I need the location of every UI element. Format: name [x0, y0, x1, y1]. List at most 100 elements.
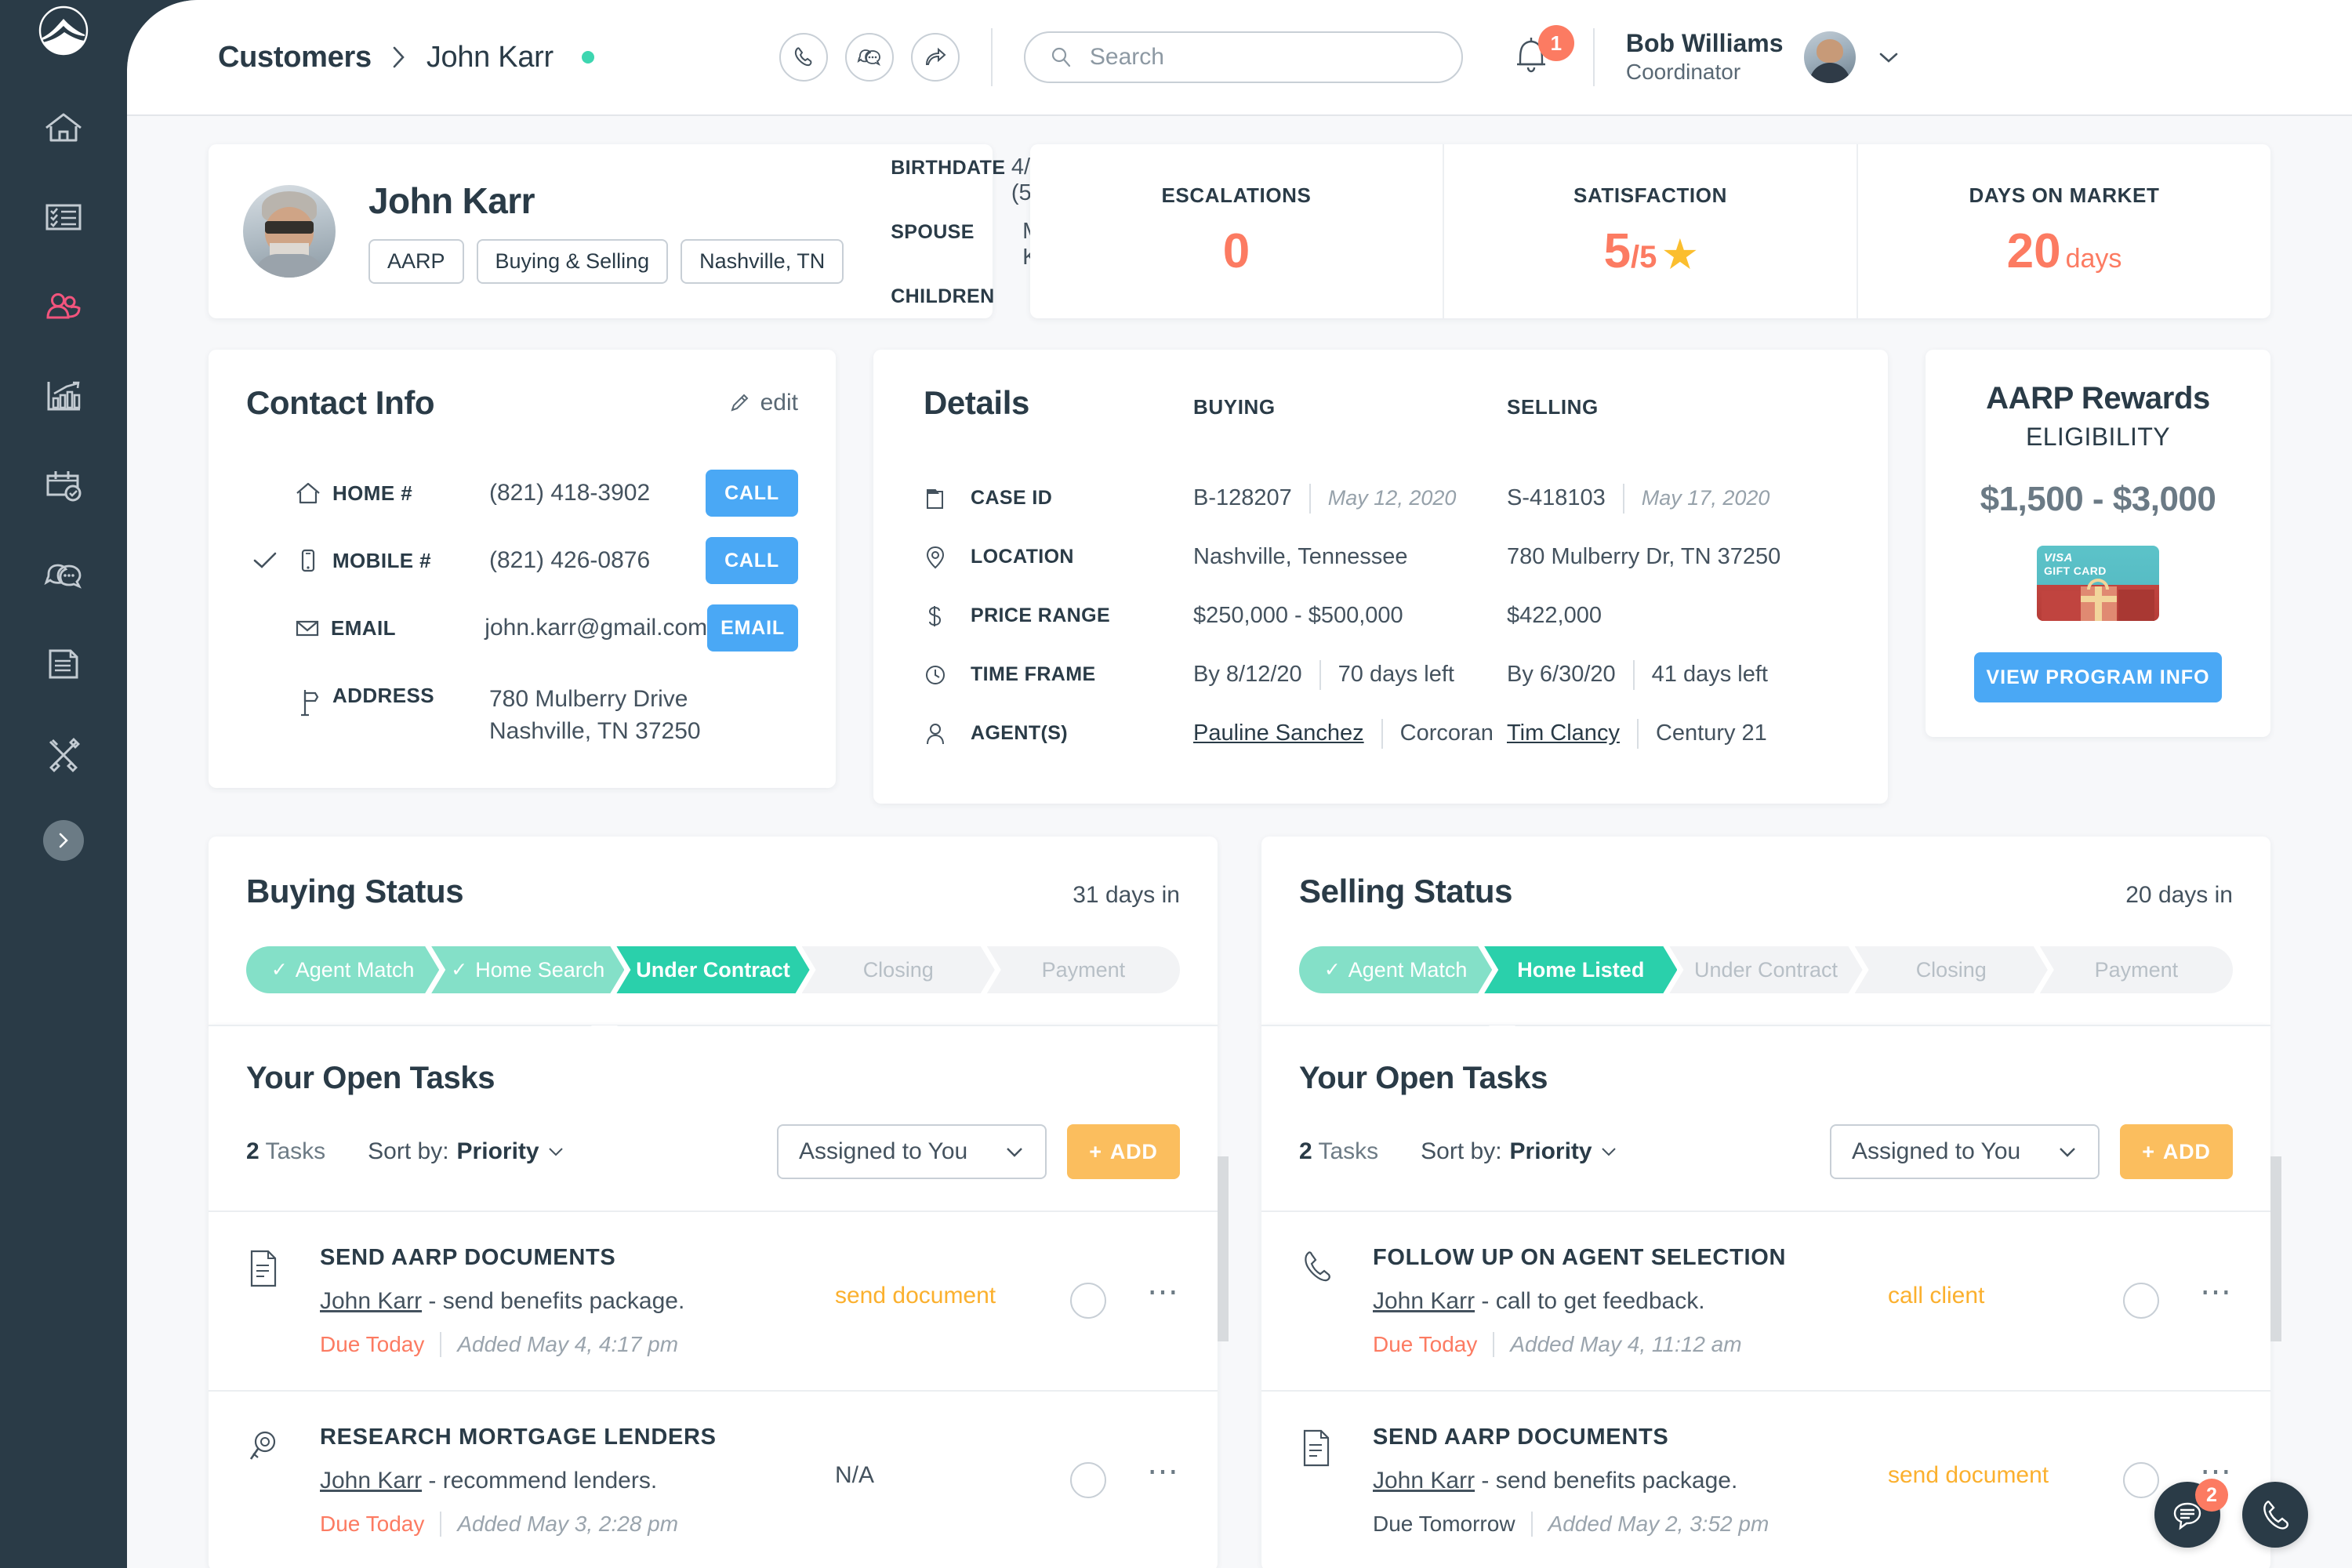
- task-subject-link[interactable]: John Karr: [320, 1288, 423, 1314]
- selling-step-closing[interactable]: Closing: [1855, 946, 2048, 993]
- buying-progress-steps: ✓ Agent Match ✓ Home Search Under Contract…: [246, 946, 1181, 993]
- ellipsis-icon[interactable]: ⋯: [1147, 1454, 1180, 1489]
- profile-tag-type[interactable]: Buying & Selling: [476, 238, 669, 284]
- details-row-case-id: CASE ID B-128207 May 12, 2020 S-418103 M…: [924, 469, 1838, 528]
- sort-by-control[interactable]: Sort by: Priority: [368, 1138, 564, 1165]
- task-subject-link[interactable]: John Karr: [320, 1468, 423, 1494]
- buying-status-card: Buying Status 31 days in ✓ Agent Match ✓ H…: [209, 837, 1218, 1025]
- contact-key: HOME #: [332, 481, 413, 505]
- fab-badge: 2: [2195, 1479, 2228, 1512]
- details-selling-value: By 6/30/20 41 days left: [1507, 659, 1820, 690]
- search-icon: [1051, 47, 1070, 67]
- clock-icon: [924, 662, 971, 688]
- task-complete-checkbox[interactable]: [2123, 1283, 2159, 1319]
- tasks-scrollbar[interactable]: [1218, 1156, 1229, 1501]
- selling-status-header: Selling Status 20 days in: [1299, 873, 2233, 910]
- details-buying-value: Pauline Sanchez Corcoran: [1193, 718, 1507, 749]
- top-bar-actions: [779, 33, 960, 82]
- scrollbar-thumb[interactable]: [2270, 1156, 2281, 1341]
- search-input[interactable]: [1089, 44, 1419, 71]
- task-row[interactable]: SEND AARP DOCUMENTS John Karr - send ben…: [1261, 1392, 2270, 1568]
- sidebar-collapse-button[interactable]: [43, 820, 84, 861]
- chevron-down-icon: [2060, 1148, 2075, 1157]
- app-logo[interactable]: [0, 0, 127, 61]
- buying-step-home-search[interactable]: ✓ Home Search: [431, 946, 624, 993]
- selling-step-payment[interactable]: Payment: [2039, 946, 2234, 993]
- edit-contact-button[interactable]: edit: [728, 390, 798, 416]
- home-icon: [45, 113, 82, 142]
- notifications-button[interactable]: 1: [1510, 25, 1574, 85]
- task-meta: Due Tomorrow Added May 2, 3:52 pm: [1373, 1512, 1888, 1537]
- assignee-filter-select[interactable]: Assigned to You: [777, 1124, 1047, 1179]
- buying-step-agent-match[interactable]: ✓ Agent Match: [246, 946, 439, 993]
- breadcrumb-root[interactable]: Customers: [218, 40, 372, 74]
- task-row[interactable]: SEND AARP DOCUMENTS John Karr - send ben…: [209, 1212, 1218, 1392]
- call-home-button[interactable]: CALL: [706, 470, 798, 517]
- summary-row: John Karr AARP Buying & Selling Nashvill…: [127, 116, 2352, 318]
- selling-step-agent-match[interactable]: ✓ Agent Match: [1299, 946, 1492, 993]
- selling-step-home-listed[interactable]: Home Listed: [1484, 946, 1677, 993]
- fab-messages-button[interactable]: 2: [2154, 1479, 2228, 1548]
- task-action-link[interactable]: send document: [1888, 1462, 2049, 1488]
- sidebar-item-messages[interactable]: [0, 530, 127, 619]
- sidebar-item-tasks[interactable]: [0, 172, 127, 262]
- task-desc-text: - recommend lenders.: [422, 1468, 658, 1494]
- sidebar-item-reports[interactable]: [0, 351, 127, 441]
- view-program-info-button[interactable]: VIEW PROGRAM INFO: [1974, 652, 2222, 702]
- task-subject-link[interactable]: John Karr: [1373, 1288, 1475, 1314]
- task-complete-checkbox[interactable]: [2123, 1462, 2159, 1498]
- pencil-icon: [731, 394, 749, 412]
- buying-step-under-contract[interactable]: Under Contract: [616, 946, 809, 993]
- call-mobile-button[interactable]: CALL: [706, 537, 798, 584]
- call-button[interactable]: [779, 33, 828, 82]
- sort-by-control[interactable]: Sort by: Priority: [1421, 1138, 1617, 1165]
- value-main: By 8/12/20: [1193, 662, 1302, 687]
- contact-key: MOBILE #: [332, 548, 431, 572]
- task-action-link[interactable]: call client: [1888, 1283, 1985, 1308]
- task-row[interactable]: FOLLOW UP ON AGENT SELECTION John Karr -…: [1261, 1212, 2270, 1392]
- profile-tag-program[interactable]: AARP: [368, 238, 464, 284]
- assignee-filter-select[interactable]: Assigned to You: [1830, 1124, 2100, 1179]
- sidebar-item-documents[interactable]: [0, 619, 127, 709]
- user-name: Bob Williams: [1625, 29, 1784, 58]
- ellipsis-icon[interactable]: ⋯: [1147, 1275, 1180, 1309]
- value-main: 780 Mulberry Dr, TN 37250: [1507, 544, 1781, 569]
- task-subject-link[interactable]: John Karr: [1373, 1468, 1475, 1494]
- message-button[interactable]: [844, 33, 894, 82]
- ellipsis-icon[interactable]: ⋯: [2200, 1275, 2233, 1309]
- add-task-button[interactable]: + ADD: [2120, 1124, 2233, 1179]
- add-task-button[interactable]: + ADD: [1067, 1124, 1180, 1179]
- task-action-link[interactable]: send document: [835, 1283, 996, 1308]
- step-label: Agent Match: [1348, 957, 1468, 982]
- buying-step-payment[interactable]: Payment: [986, 946, 1181, 993]
- sidebar-item-tools[interactable]: [0, 709, 127, 798]
- online-status-dot: [581, 51, 594, 64]
- contact-row-email: EMAIL john.karr@gmail.com EMAIL: [246, 594, 798, 662]
- kpi-label: ESCALATIONS: [1161, 183, 1312, 207]
- fab-call-button[interactable]: [2242, 1482, 2308, 1548]
- sidebar-item-home[interactable]: [0, 83, 127, 172]
- agent-link[interactable]: Pauline Sanchez: [1193, 720, 1364, 746]
- selling-step-under-contract[interactable]: Under Contract: [1669, 946, 1862, 993]
- chevron-down-icon[interactable]: [1876, 49, 1901, 66]
- search-box[interactable]: [1023, 31, 1463, 83]
- sidebar-item-calendar[interactable]: [0, 441, 127, 530]
- share-button[interactable]: [910, 33, 960, 82]
- details-selling-value: $422,000: [1507, 603, 1820, 629]
- user-menu[interactable]: Bob Williams Coordinator: [1626, 28, 1901, 85]
- sidebar-item-customers[interactable]: [0, 262, 127, 351]
- buying-step-closing[interactable]: Closing: [802, 946, 995, 993]
- task-complete-checkbox[interactable]: [1070, 1462, 1106, 1498]
- task-description: John Karr - recommend lenders.: [320, 1468, 835, 1494]
- tasks-scrollbar[interactable]: [2270, 1156, 2281, 1501]
- scrollbar-thumb[interactable]: [1218, 1156, 1229, 1341]
- profile-tag-location[interactable]: Nashville, TN: [681, 238, 844, 284]
- agent-link[interactable]: Tim Clancy: [1507, 720, 1620, 746]
- task-row[interactable]: RESEARCH MORTGAGE LENDERS John Karr - re…: [209, 1392, 1218, 1568]
- kpi-value-wrap: 20 days: [2007, 223, 2122, 279]
- send-email-button[interactable]: EMAIL: [707, 604, 798, 652]
- folder-icon: [924, 485, 971, 512]
- sort-value: Priority: [1509, 1138, 1592, 1164]
- task-complete-checkbox[interactable]: [1070, 1283, 1106, 1319]
- task-due: Due Today: [320, 1512, 425, 1536]
